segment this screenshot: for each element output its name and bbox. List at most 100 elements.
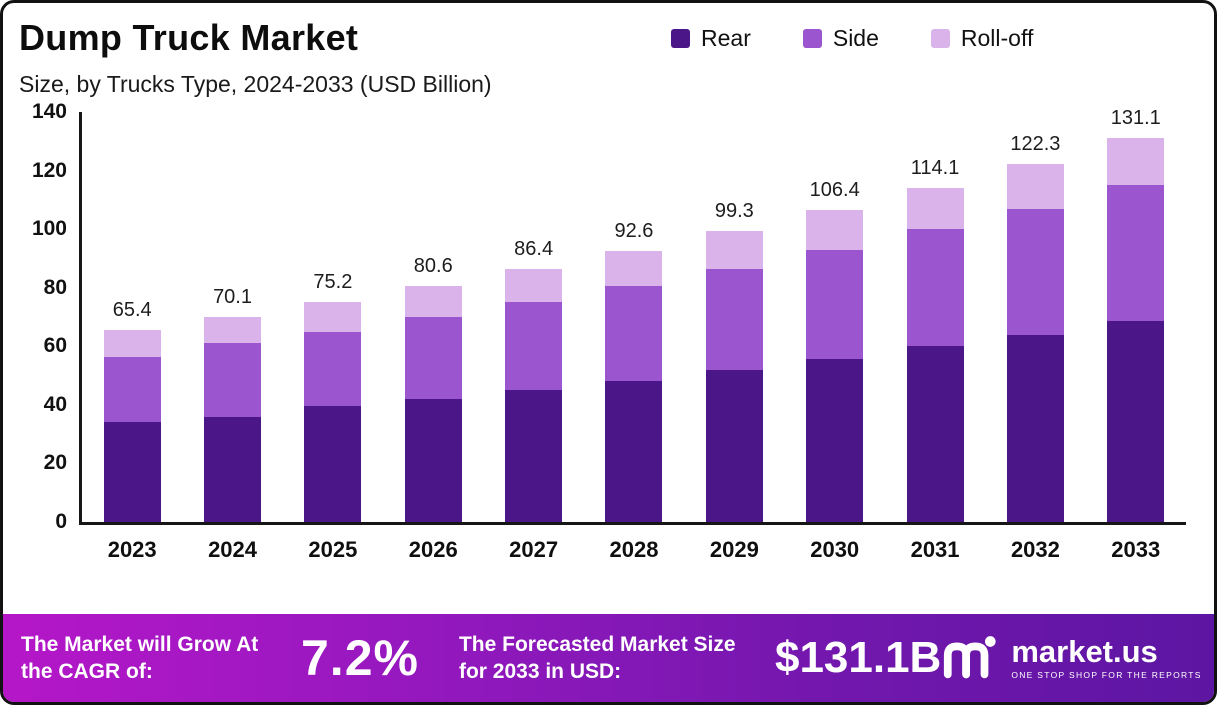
chart-subtitle: Size, by Trucks Type, 2024-2033 (USD Bil… (19, 71, 492, 97)
legend-item-roll-off: Roll-off (930, 25, 1034, 52)
y-tick-label: 140 (31, 100, 67, 123)
bar-total-label: 106.4 (809, 179, 860, 202)
bar-group-2024: 70.1 (182, 112, 282, 522)
forecast-label: The Forecasted Market Size for 2033 in U… (458, 632, 736, 683)
bar-segment-roll-off (204, 316, 262, 344)
marketus-logo-icon (941, 633, 999, 684)
bar-segment-roll-off (505, 269, 563, 303)
legend-swatch-icon (930, 29, 950, 48)
legend-label: Roll-off (960, 25, 1034, 51)
bar-segment-rear (906, 346, 964, 522)
plot-area: 65.4 70.1 75.2 80.6 86.4 92.6 99.3 106.4 114.1 12… (79, 107, 1186, 525)
x-axis-spacer (21, 525, 82, 563)
bar-total-label: 86.4 (514, 238, 554, 260)
bar-segment-rear (304, 406, 362, 522)
bar-segment-side (204, 343, 262, 417)
bar-segment-side (1107, 185, 1165, 322)
bar-segment-roll-off (705, 231, 763, 269)
forecast-value: $131.1B (774, 633, 942, 682)
x-tick-label: 2031 (910, 537, 960, 562)
y-tick-label: 20 (43, 451, 67, 475)
bar-segment-roll-off (304, 301, 362, 332)
bar-group-2026: 80.6 (383, 112, 483, 522)
bar-total-label: 131.1 (1110, 107, 1161, 130)
cagr-label: The Market will Grow At the CAGR of: (21, 632, 259, 683)
bar-segment-rear (204, 416, 262, 522)
brand-text: market.us ONE STOP SHOP FOR THE REPORTS (1011, 633, 1202, 681)
bar-segment-rear (103, 422, 161, 522)
bar-total-label: 65.4 (112, 299, 152, 322)
brand-block: market.us ONE STOP SHOP FOR THE REPORTS (941, 633, 1211, 684)
bar-total-label: 80.6 (413, 254, 453, 277)
legend-label: Side (832, 25, 879, 51)
x-tick-label: 2030 (810, 537, 860, 562)
chart-legend: Rear Side Roll-off (671, 25, 1033, 52)
y-tick-label: 120 (31, 158, 67, 182)
bar-total-label: 70.1 (213, 285, 252, 308)
x-axis: 2023 2024 2025 2026 2027 2028 2029 2030 2031 2032… (3, 525, 1214, 563)
y-tick-label: 0 (55, 510, 67, 533)
x-tick-label: 2024 (208, 537, 258, 562)
x-tick-label: 2033 (1111, 537, 1161, 562)
bar-segment-roll-off (103, 330, 161, 357)
bar-segment-side (404, 317, 462, 399)
y-tick-label: 100 (31, 217, 67, 241)
bar-total-label: 75.2 (313, 270, 353, 293)
bar-segment-rear (1006, 334, 1064, 522)
y-tick-label: 40 (43, 392, 67, 416)
x-tick-label: 2028 (609, 537, 659, 562)
bar-segment-side (605, 286, 663, 382)
legend-swatch-icon (671, 29, 690, 48)
stacked-bar-chart: 0 20 40 60 80 100 120 140 65.4 70.1 75.2 80.6 86.4 9… (3, 100, 1214, 533)
bar-total-label: 114.1 (910, 156, 960, 179)
chart-header: Dump Truck Market Size, by Trucks Type, … (3, 3, 1214, 98)
bar-group-2029: 99.3 (684, 112, 784, 522)
bar-segment-side (103, 356, 161, 423)
y-axis: 0 20 40 60 80 100 120 140 (21, 100, 79, 533)
bar-segment-roll-off (605, 250, 663, 287)
bar-total-label: 122.3 (1010, 132, 1061, 155)
y-tick-label: 60 (43, 334, 67, 358)
brand-name: market.us (1011, 633, 1158, 669)
bar-segment-rear (1107, 321, 1165, 522)
bar-group-2033: 131.1 (1086, 107, 1186, 522)
bar-segment-roll-off (1107, 138, 1165, 186)
x-tick-label: 2027 (509, 537, 559, 562)
x-tick-label: 2026 (408, 537, 458, 562)
x-tick-label: 2032 (1010, 537, 1060, 562)
x-tick-label: 2023 (107, 537, 157, 562)
bar-segment-rear (404, 399, 462, 522)
bar-group-2025: 75.2 (283, 112, 383, 522)
bar-segment-side (304, 331, 362, 407)
x-axis-labels: 2023 2024 2025 2026 2027 2028 2029 2030 2031 2032… (82, 525, 1186, 563)
bar-segment-side (906, 229, 964, 347)
bar-segment-rear (806, 359, 864, 522)
bar-group-2032: 122.3 (985, 112, 1085, 522)
legend-item-rear: Rear (671, 25, 751, 52)
bar-segment-roll-off (806, 210, 864, 250)
bar-group-2030: 106.4 (785, 112, 885, 522)
legend-item-side: Side (802, 25, 879, 52)
brand-tagline: ONE STOP SHOP FOR THE REPORTS (1011, 670, 1202, 681)
legend-label: Rear (701, 25, 751, 51)
bar-segment-roll-off (1006, 163, 1064, 209)
bar-group-2027: 86.4 (483, 112, 583, 522)
x-tick-label: 2029 (709, 537, 759, 562)
bar-segment-rear (705, 369, 763, 522)
page-title: Dump Truck Market (19, 17, 359, 58)
x-tick-label: 2025 (308, 537, 358, 562)
bar-segment-side (1006, 208, 1064, 335)
bar-total-label: 92.6 (614, 219, 654, 242)
bar-group-2031: 114.1 (885, 112, 985, 522)
bar-segment-roll-off (906, 187, 964, 230)
bar-group-2023: 65.4 (82, 112, 182, 522)
bar-segment-side (705, 268, 763, 370)
footer-banner: The Market will Grow At the CAGR of: 7.2… (3, 614, 1214, 702)
y-tick-label: 80 (43, 275, 67, 299)
bar-segment-roll-off (404, 285, 462, 317)
legend-swatch-icon (802, 29, 822, 48)
bar-segment-rear (605, 381, 663, 522)
bar-segment-rear (505, 390, 563, 522)
bar-segment-side (505, 302, 563, 391)
